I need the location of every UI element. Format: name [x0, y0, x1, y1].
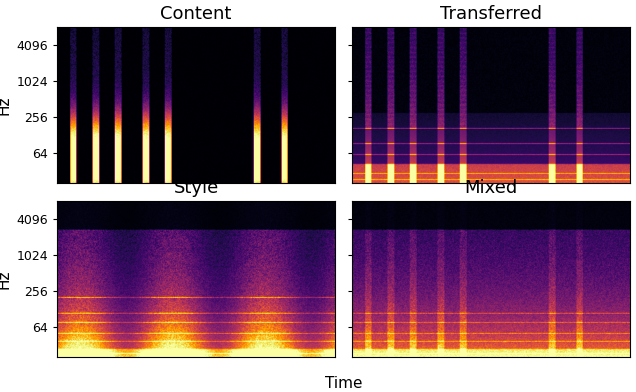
Title: Style: Style: [174, 179, 219, 197]
Title: Transferred: Transferred: [439, 5, 542, 23]
Y-axis label: Hz: Hz: [0, 269, 11, 289]
Y-axis label: Hz: Hz: [0, 95, 11, 115]
Text: Time: Time: [325, 376, 362, 391]
Title: Content: Content: [160, 5, 232, 23]
Title: Mixed: Mixed: [464, 179, 517, 197]
